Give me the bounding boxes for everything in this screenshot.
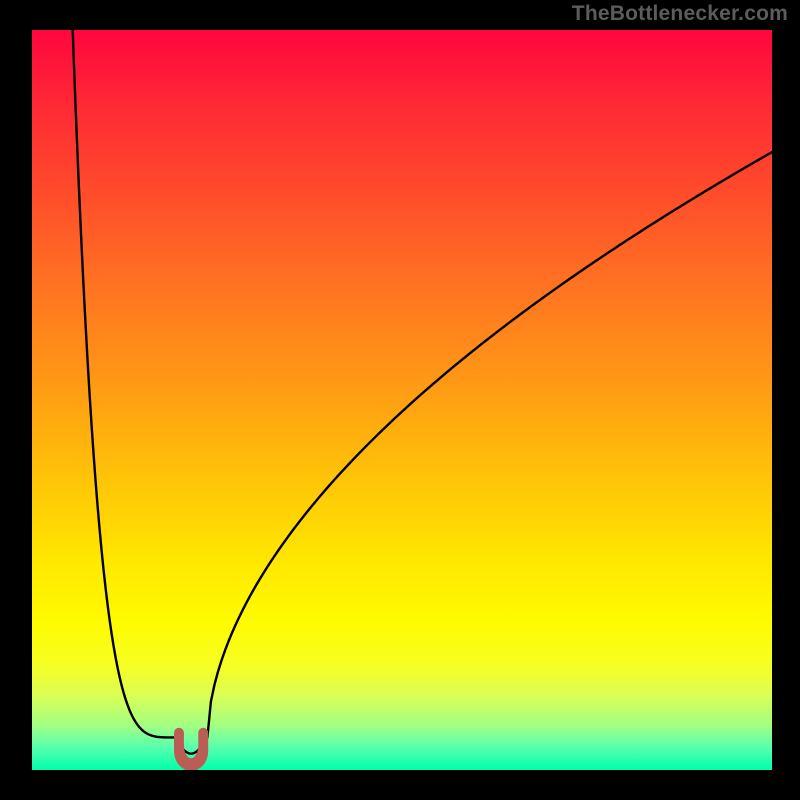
trough-blob-cap [174, 728, 184, 738]
gradient-background [32, 30, 772, 770]
bottleneck-chart [32, 30, 772, 770]
watermark-text: TheBottlenecker.com [572, 2, 788, 26]
trough-blob-cap [198, 728, 208, 738]
